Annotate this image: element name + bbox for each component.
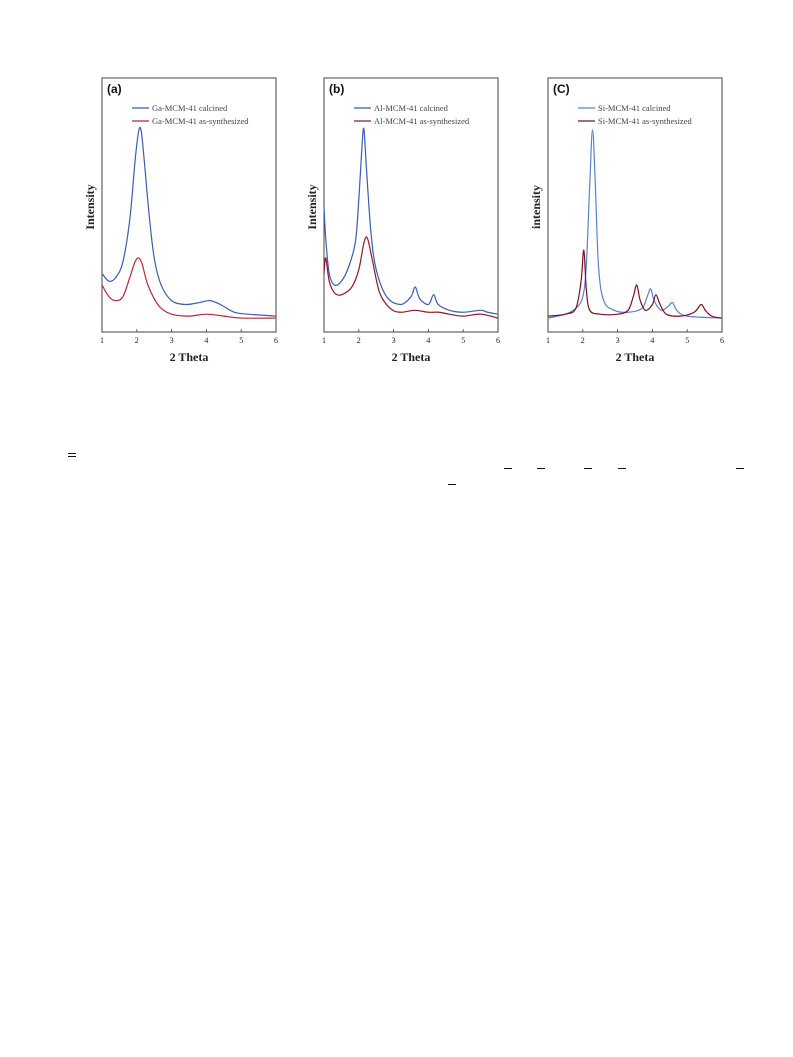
- text-fragment: [736, 468, 744, 470]
- plot-frame: [101, 77, 277, 333]
- y-axis-label: Intensity: [305, 184, 319, 229]
- panel-label: (a): [107, 82, 122, 96]
- chart-panel-c: (C) Si-MCM-41 calcined Si-MCM-41 as-synthe…: [529, 74, 740, 374]
- x-tick-label: 1: [546, 336, 550, 345]
- legend-entry: Ga-MCM-41 as-synthesized: [152, 116, 249, 126]
- series-line: [101, 257, 277, 319]
- plot-frame: [323, 77, 499, 333]
- x-tick-label: 6: [496, 336, 500, 345]
- x-tick-label: 6: [720, 336, 724, 345]
- x-tick-label: 3: [392, 336, 396, 345]
- x-tick-label: 4: [204, 336, 208, 345]
- panel-label: (C): [553, 82, 570, 96]
- chart-svg: (a) Ga-MCM-41 calcined Ga-MCM-41 as-synthe…: [83, 77, 278, 364]
- series-line: [101, 126, 277, 317]
- series-line: [323, 127, 499, 315]
- legend-entry: Al-MCM-41 calcined: [374, 103, 449, 113]
- chart-panel-a: (a) Ga-MCM-41 calcined Ga-MCM-41 as-synthe…: [83, 74, 294, 374]
- y-axis-label: intensity: [529, 185, 543, 229]
- x-axis-label: 2 Theta: [616, 350, 655, 364]
- chart-svg: (b) Al-MCM-41 calcined Al-MCM-41 as-synthe…: [305, 77, 500, 364]
- text-fragment: [537, 468, 545, 470]
- chart-svg: (C) Si-MCM-41 calcined Si-MCM-41 as-synthe…: [529, 77, 724, 364]
- legend-entry: Al-MCM-41 as-synthesized: [374, 116, 470, 126]
- x-tick-label: 2: [581, 336, 585, 345]
- x-axis-label: 2 Theta: [392, 350, 431, 364]
- series-line: [547, 249, 723, 319]
- x-tick-label: 5: [685, 336, 689, 345]
- text-fragment: [584, 468, 592, 470]
- y-axis-label: Intensity: [83, 184, 97, 229]
- text-fragment: [68, 456, 76, 458]
- x-tick-label: 3: [170, 336, 174, 345]
- x-tick-label: 2: [135, 336, 139, 345]
- text-fragment: [504, 468, 512, 470]
- x-tick-label: 1: [322, 336, 326, 345]
- chart-panel-b: (b) Al-MCM-41 calcined Al-MCM-41 as-synthe…: [305, 74, 516, 374]
- x-tick-label: 5: [461, 336, 465, 345]
- x-tick-label: 3: [616, 336, 620, 345]
- x-tick-label: 1: [100, 336, 104, 345]
- legend-entry: Si-MCM-41 calcined: [598, 103, 671, 113]
- x-tick-label: 6: [274, 336, 278, 345]
- x-tick-label: 5: [239, 336, 243, 345]
- text-fragment: [448, 484, 456, 486]
- legend-entry: Si-MCM-41 as-synthesized: [598, 116, 692, 126]
- legend-entry: Ga-MCM-41 calcined: [152, 103, 228, 113]
- x-tick-label: 4: [650, 336, 654, 345]
- series-line: [547, 129, 723, 319]
- plot-frame: [547, 77, 723, 333]
- text-fragment: [68, 453, 76, 455]
- series-line: [323, 236, 499, 319]
- panel-label: (b): [329, 82, 344, 96]
- x-axis-label: 2 Theta: [170, 350, 209, 364]
- text-fragment: [618, 468, 626, 470]
- x-tick-label: 4: [426, 336, 430, 345]
- x-tick-label: 2: [357, 336, 361, 345]
